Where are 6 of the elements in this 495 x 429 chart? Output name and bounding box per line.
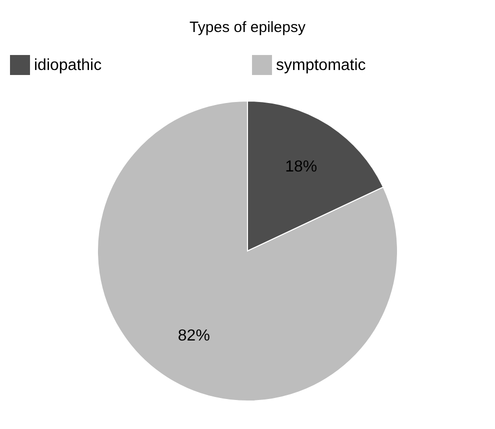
pie-slice [97,100,398,402]
chart-title: Types of epilepsy [190,19,306,36]
legend-label: symptomatic [276,57,366,74]
data-label: 18% [285,158,318,176]
data-label: 82% [178,327,210,344]
legend-label: idiopathic [34,57,102,74]
